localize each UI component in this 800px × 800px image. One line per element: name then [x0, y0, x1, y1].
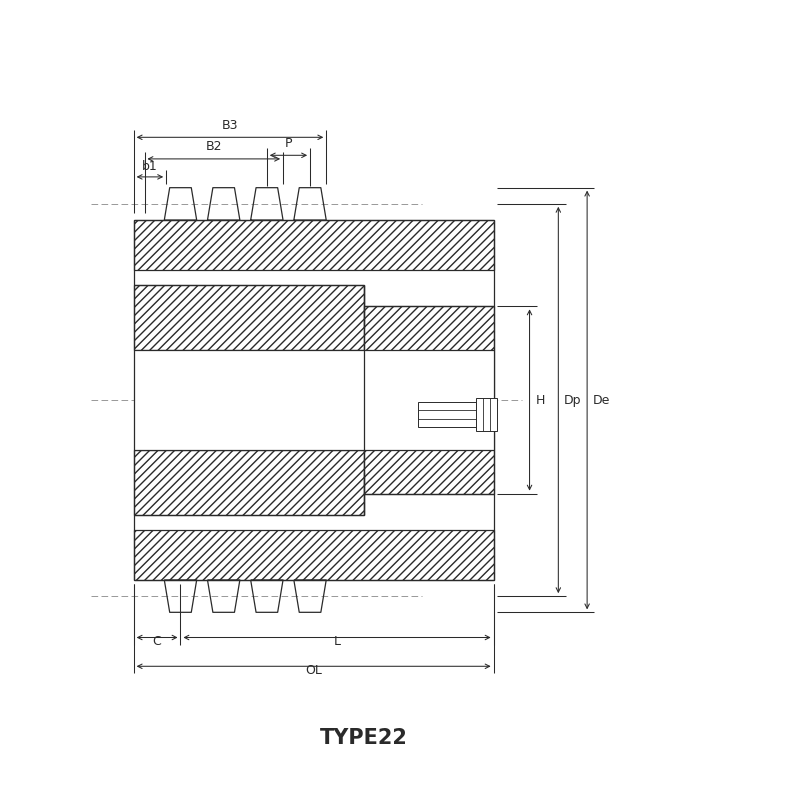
Text: B3: B3: [222, 118, 238, 131]
Bar: [134, 350, 364, 450]
Text: P: P: [285, 137, 292, 150]
Bar: [134, 285, 364, 350]
Text: C: C: [153, 635, 162, 648]
Text: B2: B2: [206, 140, 222, 153]
Bar: [134, 450, 364, 515]
Text: Dp: Dp: [564, 394, 582, 406]
Text: De: De: [593, 394, 610, 406]
Text: H: H: [535, 394, 545, 406]
Bar: [418, 402, 475, 427]
Text: L: L: [334, 635, 341, 648]
Bar: [364, 306, 494, 494]
Text: b1: b1: [142, 159, 158, 173]
Bar: [134, 220, 494, 580]
Bar: [134, 220, 494, 270]
Bar: [134, 530, 494, 580]
Text: TYPE22: TYPE22: [320, 728, 408, 748]
Text: OL: OL: [305, 664, 322, 677]
Bar: [475, 398, 497, 430]
Bar: [364, 350, 494, 450]
